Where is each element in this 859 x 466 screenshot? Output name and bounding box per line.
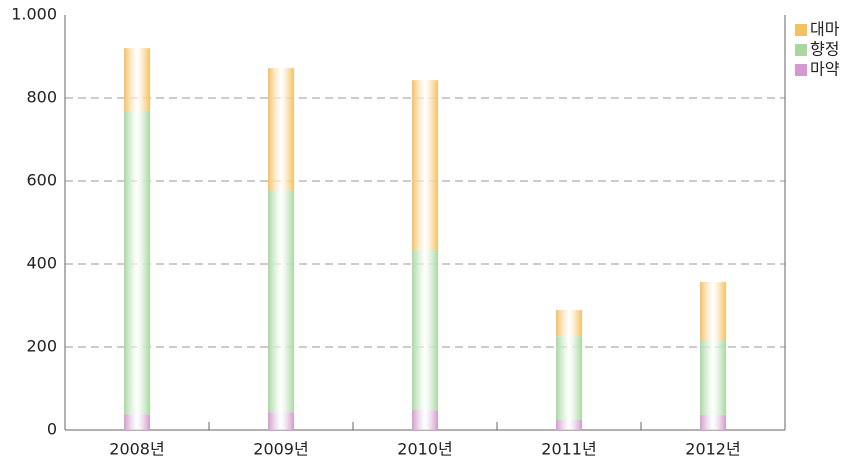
- bar-segment: [556, 336, 582, 421]
- bar-segment: [268, 68, 294, 191]
- y-tick-label: 1.000: [11, 5, 57, 24]
- bar-segment: [700, 415, 726, 430]
- x-tick-label: 2010년: [397, 440, 452, 459]
- bar-segment: [124, 414, 150, 430]
- bar-segment: [556, 420, 582, 430]
- bar-segment: [412, 249, 438, 411]
- legend-label: 마약: [810, 60, 840, 79]
- y-tick-label: 800: [26, 88, 57, 107]
- y-tick-label: 600: [26, 171, 57, 190]
- legend-swatch: [795, 24, 807, 36]
- y-tick-label: 0: [47, 420, 57, 439]
- x-tick-label: 2008년: [109, 440, 164, 459]
- x-tick-label: 2011년: [541, 440, 596, 459]
- x-tick-label: 2012년: [685, 440, 740, 459]
- bar-segment: [556, 310, 582, 337]
- y-tick-label: 400: [26, 254, 57, 273]
- legend-label: 향정: [810, 40, 839, 59]
- legend-label: 대마: [810, 20, 840, 39]
- legend-swatch: [795, 64, 807, 76]
- bar-segment: [124, 48, 150, 111]
- bar-segment: [268, 412, 294, 430]
- legend-swatch: [795, 44, 807, 56]
- bar-segment: [700, 339, 726, 416]
- y-tick-label: 200: [26, 337, 57, 356]
- bar-segment: [412, 80, 438, 250]
- bar-segment: [700, 281, 726, 340]
- bar-segment: [124, 110, 150, 415]
- bar-segment: [412, 410, 438, 430]
- bar-segment: [268, 190, 294, 413]
- x-tick-label: 2009년: [253, 440, 308, 459]
